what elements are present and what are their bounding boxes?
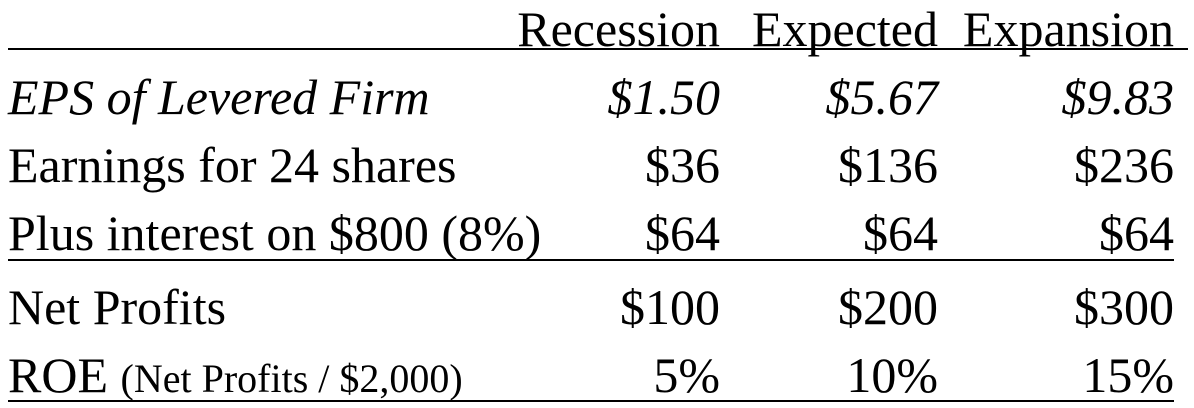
row-label-earnings: Earnings for 24 shares — [8, 137, 457, 193]
table-row: Earnings for 24 shares $36 $136 $236 — [0, 136, 1194, 194]
value-recession: $36 — [645, 137, 720, 193]
header-recession: Recession — [517, 1, 720, 57]
subtotal-rule — [8, 259, 1174, 261]
roe-label: ROE — [8, 347, 108, 403]
value-recession: $1.50 — [607, 69, 721, 125]
roe-note: (Net Profits / $2,000) — [120, 356, 463, 401]
value-expected: $64 — [863, 205, 938, 261]
value-expansion: $9.83 — [1061, 69, 1175, 125]
table-row: EPS of Levered Firm $1.50 $5.67 $9.83 — [0, 68, 1194, 126]
value-expected: $200 — [838, 279, 938, 335]
header-rule — [8, 48, 1188, 50]
value-expected: $5.67 — [825, 69, 939, 125]
header-row: Recession Expected Expansion — [0, 0, 1194, 58]
value-expected: 10% — [846, 347, 938, 403]
table-row: ROE (Net Profits / $2,000) 5% 10% 15% — [0, 346, 1194, 404]
value-expansion: 15% — [1082, 347, 1174, 403]
row-label-roe: ROE (Net Profits / $2,000) — [8, 346, 463, 404]
row-label-eps: EPS of Levered Firm — [8, 69, 430, 125]
value-expansion: $300 — [1074, 279, 1174, 335]
bottom-rule — [8, 400, 1174, 402]
table-row: Net Profits $100 $200 $300 — [0, 278, 1194, 336]
value-recession: $64 — [645, 205, 720, 261]
header-expected: Expected — [751, 1, 938, 57]
value-expansion: $64 — [1099, 205, 1174, 261]
value-recession: $100 — [620, 279, 720, 335]
value-expected: $136 — [838, 137, 938, 193]
row-label-net-profits: Net Profits — [8, 279, 227, 335]
value-expansion: $236 — [1074, 137, 1174, 193]
row-label-interest: Plus interest on $800 (8%) — [8, 205, 542, 261]
header-expansion: Expansion — [962, 1, 1174, 57]
value-recession: 5% — [653, 347, 720, 403]
table-row: Plus interest on $800 (8%) $64 $64 $64 — [0, 204, 1194, 262]
